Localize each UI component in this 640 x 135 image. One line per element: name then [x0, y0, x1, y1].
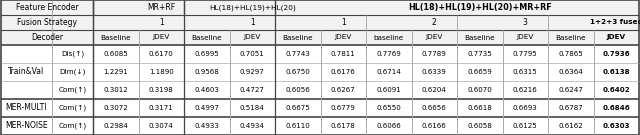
- Bar: [1, 15, 639, 30]
- Text: 1.1890: 1.1890: [149, 69, 173, 75]
- Text: Decoder: Decoder: [31, 33, 63, 42]
- Text: 0.3074: 0.3074: [149, 123, 173, 129]
- Text: 0.6085: 0.6085: [104, 51, 128, 57]
- Text: 0.6656: 0.6656: [422, 105, 447, 111]
- Text: Fusion Strategy: Fusion Strategy: [17, 18, 77, 27]
- Text: Train&Val: Train&Val: [8, 68, 45, 77]
- Text: 0.6070: 0.6070: [467, 87, 492, 93]
- Text: 0.3198: 0.3198: [149, 87, 173, 93]
- Text: 1+2+3 fused: 1+2+3 fused: [590, 19, 640, 26]
- Text: 0.6056: 0.6056: [285, 87, 310, 93]
- Text: 0.7769: 0.7769: [376, 51, 401, 57]
- Text: 0.6066: 0.6066: [376, 123, 401, 129]
- Text: 1: 1: [159, 18, 164, 27]
- Bar: [1, 30, 639, 45]
- Text: 0.6846: 0.6846: [602, 105, 630, 111]
- Text: 0.6339: 0.6339: [422, 69, 447, 75]
- Text: 0.6166: 0.6166: [422, 123, 447, 129]
- Text: 0.9297: 0.9297: [240, 69, 264, 75]
- Text: 1.2291: 1.2291: [104, 69, 128, 75]
- Text: JDEV: JDEV: [335, 35, 352, 40]
- Text: JDEV: JDEV: [244, 35, 261, 40]
- Text: 2: 2: [432, 18, 436, 27]
- Text: 0.4933: 0.4933: [195, 123, 219, 129]
- Text: MER-NOISE: MER-NOISE: [5, 122, 48, 131]
- Text: 0.6138: 0.6138: [602, 69, 630, 75]
- Text: 0.9568: 0.9568: [195, 69, 219, 75]
- Text: 0.3171: 0.3171: [149, 105, 173, 111]
- Text: 0.6170: 0.6170: [149, 51, 173, 57]
- Text: 0.6659: 0.6659: [467, 69, 492, 75]
- Text: MER-MULTI: MER-MULTI: [6, 104, 47, 112]
- Text: 0.6995: 0.6995: [195, 51, 219, 57]
- Text: 0.7743: 0.7743: [285, 51, 310, 57]
- Text: 0.7811: 0.7811: [331, 51, 356, 57]
- Text: 0.5184: 0.5184: [240, 105, 265, 111]
- Bar: [1, 0, 639, 15]
- Text: JDEV: JDEV: [516, 35, 534, 40]
- Text: Baseline: Baseline: [556, 35, 586, 40]
- Text: 0.6267: 0.6267: [331, 87, 356, 93]
- Text: Com(↑): Com(↑): [58, 87, 86, 93]
- Text: 0.4997: 0.4997: [195, 105, 219, 111]
- Text: 0.6303: 0.6303: [602, 123, 630, 129]
- Text: 0.6675: 0.6675: [285, 105, 310, 111]
- Text: 1: 1: [341, 18, 346, 27]
- Text: JDEV: JDEV: [152, 35, 170, 40]
- Text: JDEV: JDEV: [607, 35, 626, 40]
- Text: 0.6178: 0.6178: [331, 123, 356, 129]
- Text: Com(↑): Com(↑): [58, 105, 86, 111]
- Text: 0.4934: 0.4934: [240, 123, 265, 129]
- Text: Baseline: Baseline: [282, 35, 313, 40]
- Text: MR+RF: MR+RF: [147, 3, 175, 12]
- Text: 0.7789: 0.7789: [422, 51, 447, 57]
- Text: baseline: baseline: [374, 35, 404, 40]
- Text: 0.2984: 0.2984: [103, 123, 128, 129]
- Text: Baseline: Baseline: [191, 35, 222, 40]
- Text: 0.6693: 0.6693: [513, 105, 538, 111]
- Text: 0.4727: 0.4727: [240, 87, 265, 93]
- Text: Com(↑): Com(↑): [58, 123, 86, 129]
- Text: 0.6216: 0.6216: [513, 87, 538, 93]
- Text: 0.6162: 0.6162: [558, 123, 583, 129]
- Text: 0.6550: 0.6550: [376, 105, 401, 111]
- Text: 0.6402: 0.6402: [602, 87, 630, 93]
- Text: 0.7795: 0.7795: [513, 51, 538, 57]
- Text: 0.6618: 0.6618: [467, 105, 492, 111]
- Text: 0.7735: 0.7735: [467, 51, 492, 57]
- Text: 0.3012: 0.3012: [104, 87, 128, 93]
- Text: 0.6779: 0.6779: [331, 105, 356, 111]
- Text: 0.4603: 0.4603: [195, 87, 219, 93]
- Text: 0.6364: 0.6364: [558, 69, 583, 75]
- Text: 0.7051: 0.7051: [240, 51, 264, 57]
- Text: 0.6176: 0.6176: [331, 69, 356, 75]
- Text: JDEV: JDEV: [426, 35, 443, 40]
- Text: HL(18)+HL(19)+HL(20)+MR+RF: HL(18)+HL(19)+HL(20)+MR+RF: [408, 3, 552, 12]
- Text: Baseline: Baseline: [100, 35, 131, 40]
- Text: 0.7865: 0.7865: [558, 51, 583, 57]
- Text: HL(18)+HL(19)+HL(20): HL(18)+HL(19)+HL(20): [209, 4, 296, 11]
- Text: 0.7936: 0.7936: [602, 51, 630, 57]
- Text: 0.6110: 0.6110: [285, 123, 310, 129]
- Text: 0.6125: 0.6125: [513, 123, 538, 129]
- Text: 0.6247: 0.6247: [558, 87, 583, 93]
- Text: 0.6058: 0.6058: [467, 123, 492, 129]
- Text: Dis(↑): Dis(↑): [61, 51, 84, 57]
- Text: 0.6714: 0.6714: [376, 69, 401, 75]
- Text: Baseline: Baseline: [465, 35, 495, 40]
- Text: 0.6091: 0.6091: [376, 87, 401, 93]
- Text: 3: 3: [523, 18, 528, 27]
- Text: Dim(↓): Dim(↓): [60, 69, 86, 75]
- Text: 0.6750: 0.6750: [285, 69, 310, 75]
- Text: 0.6315: 0.6315: [513, 69, 538, 75]
- Text: 0.6204: 0.6204: [422, 87, 447, 93]
- Text: Feature Encoder: Feature Encoder: [16, 3, 78, 12]
- Text: 0.6787: 0.6787: [558, 105, 583, 111]
- Text: 0.3072: 0.3072: [104, 105, 128, 111]
- Text: 1: 1: [250, 18, 255, 27]
